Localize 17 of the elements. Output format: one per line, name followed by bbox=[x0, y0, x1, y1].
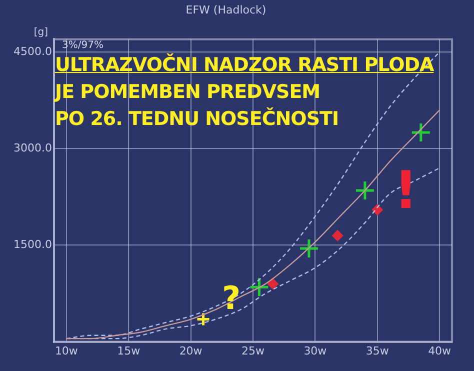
annotation: PO 26. TEDNU NOSEČNOSTI bbox=[55, 106, 340, 132]
x-tick-label: 30w bbox=[304, 344, 327, 358]
x-tick-label: 25w bbox=[242, 344, 264, 358]
y-axis-title: [g] bbox=[34, 26, 48, 38]
annotation: 3%/97% bbox=[62, 40, 104, 51]
chart-title: EFW (Hadlock) bbox=[186, 3, 266, 16]
annotation: JE POMEMBEN PREDVSEM bbox=[55, 80, 322, 105]
y-tick-label: 3000.0 bbox=[14, 142, 52, 155]
y-tick-label: 1500.0 bbox=[14, 238, 52, 252]
x-tick-label: 10w bbox=[54, 344, 78, 358]
annotation: ! bbox=[394, 161, 418, 221]
y-tick-label: 4500.0 bbox=[14, 44, 52, 58]
x-tick-label: 40w bbox=[428, 344, 452, 358]
x-tick-label: 35w bbox=[366, 344, 389, 358]
x-tick-label: 15w bbox=[117, 344, 140, 358]
x-tick-label: 20w bbox=[179, 344, 202, 358]
annotation: ULTRAZVOČNI NADZOR RASTI PLODA bbox=[55, 52, 434, 78]
